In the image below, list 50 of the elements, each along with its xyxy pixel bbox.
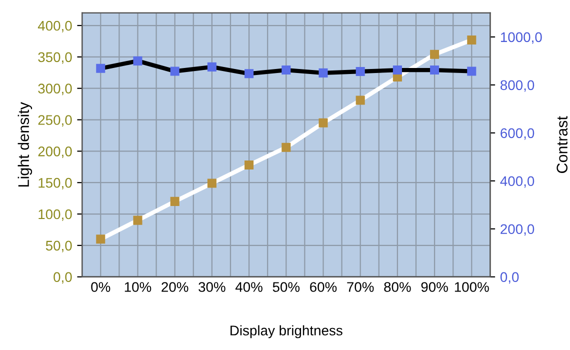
y-tick-label: 0,0 [54,272,72,284]
y-tick-label: 400,0 [38,20,72,32]
point [282,142,291,152]
point [392,66,402,75]
y2-tick-label: 400,0 [500,176,534,188]
x-tick-label: 80% [384,282,411,292]
point [207,62,216,72]
y2-axis-title: Contrast [556,116,568,173]
y-tick-label: 250,0 [38,115,72,127]
x-tick-label: 20% [162,282,188,292]
y-tick-label: 350,0 [38,52,72,64]
point [170,66,180,76]
x-tick-label: 10% [124,282,152,292]
y-tick-label: 50,0 [46,240,72,252]
y2-tick-label: 800,0 [500,80,534,92]
y2-tick-label: 200,0 [500,224,534,236]
point [467,35,476,44]
x-tick-label: 90% [421,282,448,292]
point [430,50,440,59]
point [430,66,440,75]
y2-tick-label: 0,0 [500,272,519,284]
x-tick-label: 70% [347,282,374,292]
x-tick-label: 40% [235,282,262,292]
point [133,216,142,225]
x-axis-title: Display brightness [230,325,342,338]
y-tick-label: 200,0 [38,146,72,158]
point [207,178,216,188]
point [467,66,476,76]
y2-tick-label: 1000,0 [500,32,542,44]
point [318,68,328,78]
y-tick-label: 100,0 [38,209,72,221]
point [133,56,142,66]
point [96,64,106,73]
x-tick-label: 100% [454,282,489,292]
point [170,196,180,206]
point [96,234,106,244]
y-axis-title: Light density [18,102,32,187]
point [282,66,291,75]
x-tick-label: 0% [91,282,110,292]
point [356,66,365,76]
point [244,69,254,78]
x-tick-label: 60% [310,282,337,292]
y-tick-label: 300,0 [38,84,72,96]
point [244,160,254,170]
y-tick-label: 150,0 [38,178,72,190]
y2-tick-label: 600,0 [500,128,534,140]
point [356,96,365,105]
x-tick-label: 50% [272,282,300,292]
x-tick-label: 30% [198,282,226,292]
point [318,118,328,128]
